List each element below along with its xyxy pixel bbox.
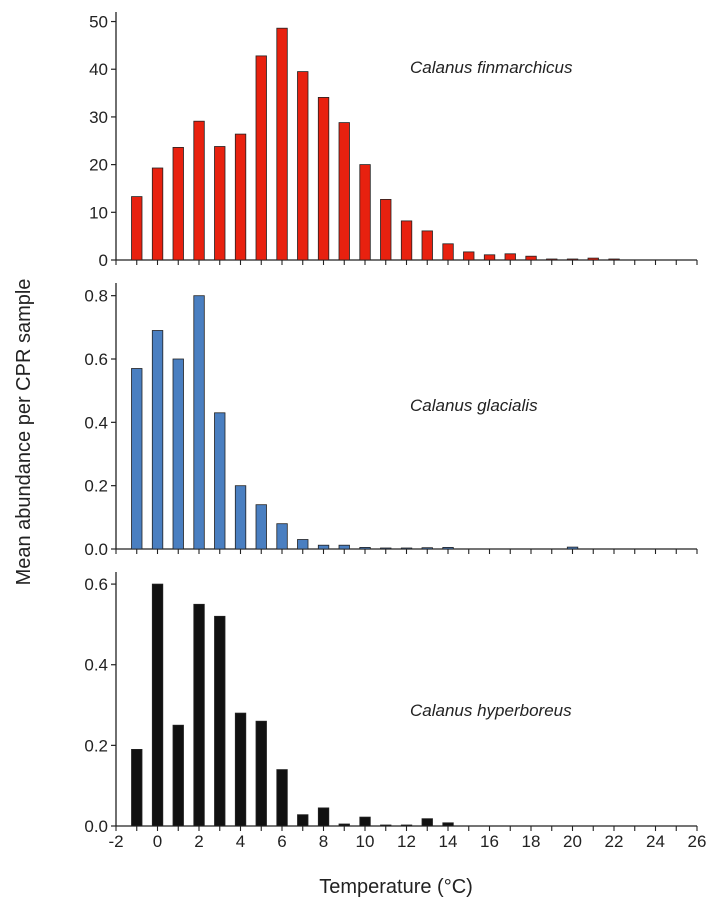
x-tick-label: 0 [153,832,162,851]
bar [504,253,516,261]
bar [359,816,371,827]
bar [587,257,599,261]
x-tick-label: 22 [605,832,624,851]
bar [234,485,247,550]
bar [400,547,413,550]
bar [234,133,247,261]
bar [338,544,350,550]
x-tick-label: 4 [236,832,245,851]
y-axis-title: Mean abundance per CPR sample [13,279,35,586]
bar [338,122,350,261]
x-tick-label: 20 [563,832,582,851]
bar [151,330,164,550]
bar [151,583,164,827]
x-axis-title: Temperature (°C) [319,876,473,898]
y-tick-label: 0.0 [84,540,108,559]
y-tick-label: 0.0 [84,817,108,836]
y-tick-label: 0.8 [84,287,108,306]
bar [276,769,288,827]
y-tick-label: 0.4 [84,413,108,432]
bar [131,749,143,827]
bar [421,547,433,550]
x-tick-label: 8 [319,832,328,851]
bar [214,412,226,550]
y-tick-label: 0.2 [84,736,108,755]
bar [317,544,330,550]
bar [172,724,184,827]
bar [421,818,433,827]
bar [359,547,371,550]
bar [172,358,184,550]
bar [421,230,433,261]
y-tick-label: 30 [89,108,108,127]
x-tick-label: 16 [480,832,499,851]
bar [442,243,454,261]
bar [151,167,164,261]
series-label: Calanus finmarchicus [410,58,573,77]
y-tick-label: 0 [99,251,108,270]
x-tick-label: 10 [356,832,375,851]
series-label: Calanus hyperboreus [410,701,572,720]
y-tick-label: 0.6 [84,575,108,594]
bar [525,255,537,261]
bar [255,55,267,261]
bar [380,824,392,827]
bar [359,164,371,261]
bar [214,146,226,261]
bar [255,720,267,827]
x-tick-label: -2 [108,832,123,851]
bar [566,546,579,550]
bar [317,807,330,827]
bar [442,547,454,550]
bar [131,368,143,550]
bar [400,824,413,827]
bar [234,712,247,827]
series-label: Calanus glacialis [410,396,538,415]
x-tick-label: 2 [194,832,203,851]
bar [317,97,330,261]
bar [380,198,392,261]
bar [608,258,620,261]
y-tick-label: 40 [89,60,108,79]
bar [297,539,309,550]
bar [442,822,454,827]
bar [297,71,309,261]
y-tick-label: 0.4 [84,656,108,675]
bar [193,295,205,550]
bar [214,615,226,827]
bar [255,504,267,550]
x-tick-label: 26 [688,832,707,851]
bar [276,523,288,550]
bar [193,120,205,261]
bar [566,258,579,261]
bar [400,220,413,261]
bar [338,823,350,827]
bar [276,27,288,261]
bar [463,251,475,261]
bar [131,196,143,261]
y-tick-label: 10 [89,203,108,222]
x-tick-label: 14 [439,832,458,851]
y-tick-label: 50 [89,13,108,32]
x-tick-label: 12 [397,832,416,851]
bar [546,258,558,261]
bar [297,814,309,827]
bar [380,547,392,550]
y-tick-label: 20 [89,156,108,175]
x-tick-label: 24 [646,832,665,851]
bar [193,603,205,827]
y-tick-label: 0.6 [84,350,108,369]
x-tick-label: 18 [522,832,541,851]
bar [483,254,496,261]
y-tick-label: 0.2 [84,477,108,496]
bar [172,146,184,261]
x-tick-label: 6 [277,832,286,851]
